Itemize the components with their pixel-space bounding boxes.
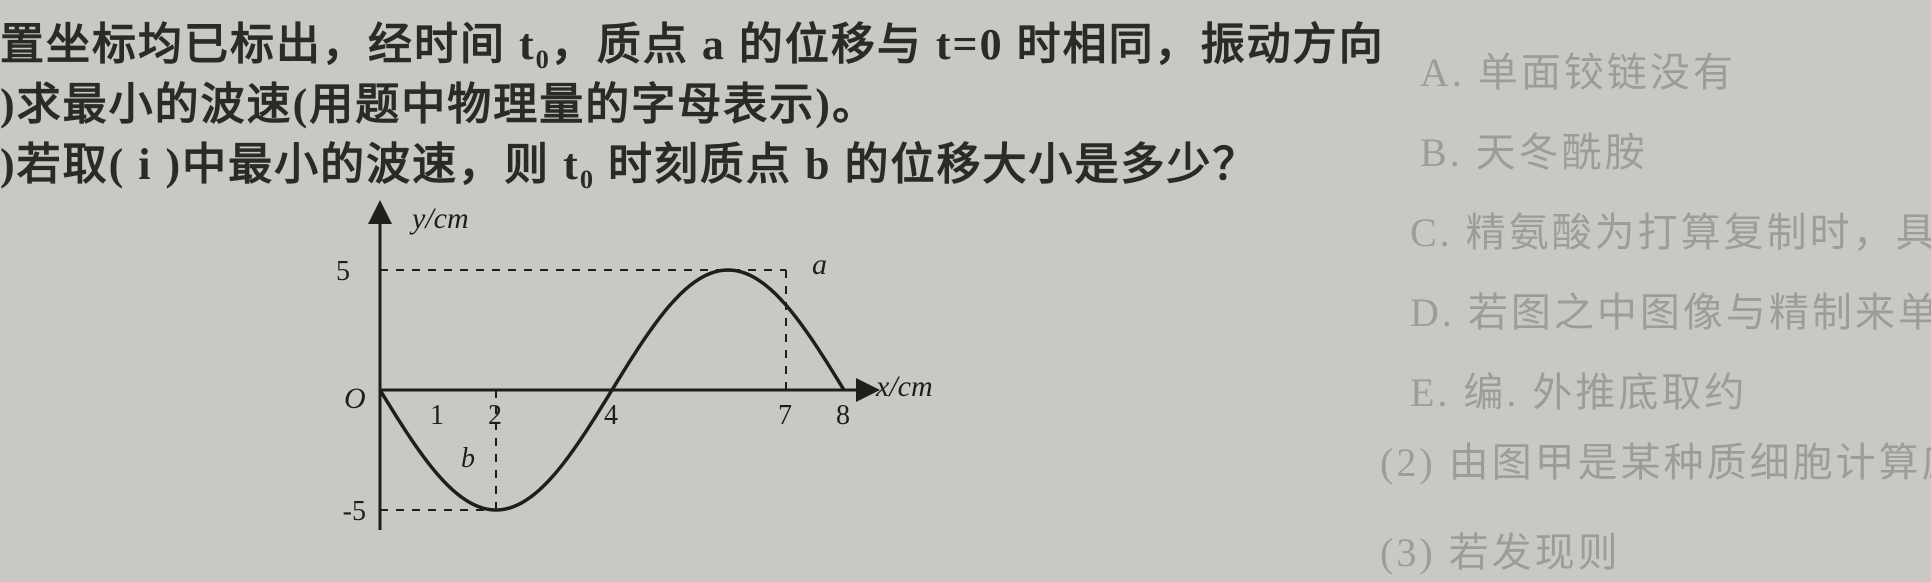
faded-option-c: C. 精氨酸为打算复制时，具要示	[1410, 200, 1931, 258]
faded-option-b: B. 天冬酰胺	[1420, 120, 1648, 178]
faded-option-a: A. 单面铰链没有	[1420, 40, 1736, 98]
wave-graph: y/cm x/cm 5 -5 O 1 2 4 7 8 a b	[300, 200, 940, 560]
x-axis-label: x/cm	[875, 370, 933, 403]
problem-line-2: )求最小的波速(用题中物理量的字母表示)。	[0, 68, 878, 132]
x-tick-2: 2	[488, 400, 502, 431]
faded-line-2: (2) 由图甲是某种质细胞计算应为	[1380, 430, 1931, 488]
x-tick-4: 4	[604, 400, 618, 431]
x-tick-7: 7	[778, 400, 792, 431]
page: 置坐标均已标出，经时间 t₀，质点 a 的位移与 t=0 时相同，振动方向 )求…	[0, 0, 1931, 582]
problem-line-1: 置坐标均已标出，经时间 t₀，质点 a 的位移与 t=0 时相同，振动方向	[0, 8, 1385, 72]
x-tick-1: 1	[430, 400, 444, 431]
y-axis-label: y/cm	[409, 202, 469, 235]
origin-label: O	[344, 382, 366, 415]
x-tick-8: 8	[836, 400, 850, 431]
y-tick-neg5: -5	[343, 496, 366, 527]
faded-option-d: D. 若图之中图像与精制来单	[1410, 280, 1931, 338]
point-a-label: a	[812, 248, 827, 281]
problem-line-3: )若取( i )中最小的波速，则 t₀ 时刻质点 b 的位移大小是多少？	[0, 128, 1259, 192]
y-tick-5: 5	[336, 256, 350, 287]
faded-option-e: E. 编. 外推底取约	[1410, 360, 1747, 418]
point-b-label: b	[461, 443, 475, 474]
faded-line-3: (3) 若发现则	[1380, 520, 1621, 578]
